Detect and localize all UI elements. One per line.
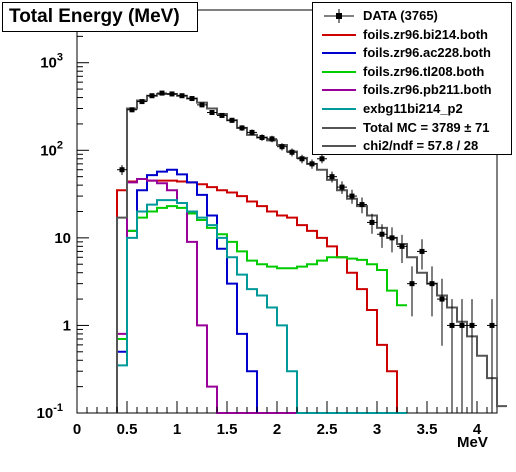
data-point [390, 235, 395, 240]
x-tick-label: 1 [173, 421, 181, 438]
data-point [190, 96, 195, 101]
data-point [410, 281, 415, 286]
data-point [310, 161, 315, 166]
legend-symbol [319, 27, 359, 43]
legend-data-marker [336, 13, 342, 19]
data-point [330, 174, 335, 179]
legend-entry: DATA (3765) [313, 6, 511, 26]
x-tick-label: 3 [373, 421, 381, 438]
data-point [360, 202, 365, 207]
data-point [180, 93, 185, 98]
data-point [490, 323, 495, 328]
legend-label: foils.zr96.bi214.both [363, 27, 488, 42]
x-tick-label: 1.5 [217, 421, 238, 438]
data-point [280, 144, 285, 149]
data-point [260, 135, 265, 140]
y-tick-label: 102 [40, 139, 63, 159]
data-point [150, 93, 155, 98]
legend-entry: foils.zr96.ac228.both [313, 43, 511, 63]
y-tick-label: 10-1 [37, 402, 63, 422]
legend-entry: foils.zr96.bi214.both [313, 25, 511, 45]
data-point [250, 130, 255, 135]
legend-symbol [319, 8, 359, 24]
legend-entry: foils.zr96.pb211.both [313, 80, 511, 100]
data-point [230, 118, 235, 123]
legend-label: foils.zr96.pb211.both [363, 82, 492, 97]
legend-label: exbg11bi214_p2 [363, 101, 463, 116]
data-point [170, 91, 175, 96]
data-point [350, 194, 355, 199]
data-point [400, 244, 405, 249]
x-tick-label: 3.5 [417, 421, 438, 438]
data-point [290, 150, 295, 155]
data-point [340, 185, 345, 190]
chart-title-box: Total Energy (MeV) [2, 2, 198, 32]
legend-label: DATA (3765) [363, 8, 438, 23]
x-tick-label: 2 [273, 421, 281, 438]
legend-label: chi2/ndf = 57.8 / 28 [363, 138, 478, 153]
data-point [460, 323, 465, 328]
data-point [430, 281, 435, 286]
legend-label: Total MC = 3789 ± 71 [363, 120, 489, 135]
y-tick-label: 103 [40, 52, 63, 72]
data-point [320, 156, 325, 161]
data-point [440, 297, 445, 302]
data-point [370, 220, 375, 225]
data-point [470, 323, 475, 328]
legend-symbol [319, 101, 359, 117]
data-point [160, 91, 165, 96]
legend-symbol [319, 120, 359, 136]
legend-label: foils.zr96.ac228.both [363, 45, 491, 60]
legend-entry: Total MC = 3789 ± 71 [313, 118, 511, 138]
x-tick-label: 2.5 [317, 421, 338, 438]
y-tick-label: 1 [63, 317, 71, 334]
x-tick-label: 0 [73, 421, 81, 438]
legend-entry: exbg11bi214_p2 [313, 99, 511, 119]
legend-symbol [319, 64, 359, 80]
legend-symbol [319, 138, 359, 154]
data-point [220, 113, 225, 118]
legend-label: foils.zr96.tl208.both [363, 64, 484, 79]
legend-entry: foils.zr96.tl208.both [313, 62, 511, 82]
chart-title: Total Energy (MeV) [9, 6, 180, 28]
data-point [120, 167, 125, 172]
data-point [380, 232, 385, 237]
data-point [210, 110, 215, 115]
y-tick-label: 10 [54, 230, 71, 247]
data-point [270, 136, 275, 141]
data-point [450, 323, 455, 328]
x-axis-label: MeV [457, 434, 488, 451]
data-point [240, 125, 245, 130]
data-point [130, 107, 135, 112]
data-point [140, 99, 145, 104]
x-tick-label: 0.5 [117, 421, 138, 438]
legend-symbol [319, 82, 359, 98]
legend: DATA (3765) foils.zr96.bi214.both foils.zr… [312, 2, 512, 155]
legend-entry: chi2/ndf = 57.8 / 28 [313, 136, 511, 156]
data-point [300, 156, 305, 161]
data-point [200, 102, 205, 107]
legend-symbol [319, 45, 359, 61]
data-point [420, 249, 425, 254]
